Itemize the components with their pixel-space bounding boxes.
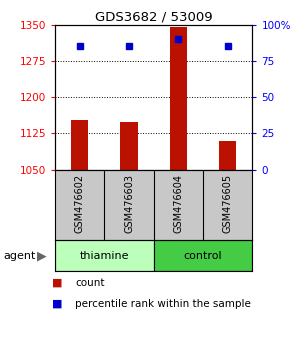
Text: ■: ■ — [52, 299, 63, 309]
Text: GSM476605: GSM476605 — [223, 174, 233, 233]
Bar — [120, 122, 138, 170]
Text: control: control — [184, 251, 222, 261]
Text: GSM476602: GSM476602 — [75, 174, 85, 233]
Bar — [170, 27, 187, 170]
Text: agent: agent — [3, 251, 35, 261]
Bar — [55, 240, 154, 271]
Text: count: count — [75, 278, 105, 288]
Bar — [219, 141, 236, 170]
Bar — [154, 240, 252, 271]
Bar — [71, 120, 88, 170]
Text: thiamine: thiamine — [80, 251, 129, 261]
Text: GSM476604: GSM476604 — [173, 174, 183, 233]
Text: GSM476603: GSM476603 — [124, 174, 134, 233]
Title: GDS3682 / 53009: GDS3682 / 53009 — [95, 11, 213, 24]
Text: percentile rank within the sample: percentile rank within the sample — [75, 299, 251, 309]
Text: ■: ■ — [52, 278, 63, 288]
Text: ▶: ▶ — [37, 249, 47, 262]
